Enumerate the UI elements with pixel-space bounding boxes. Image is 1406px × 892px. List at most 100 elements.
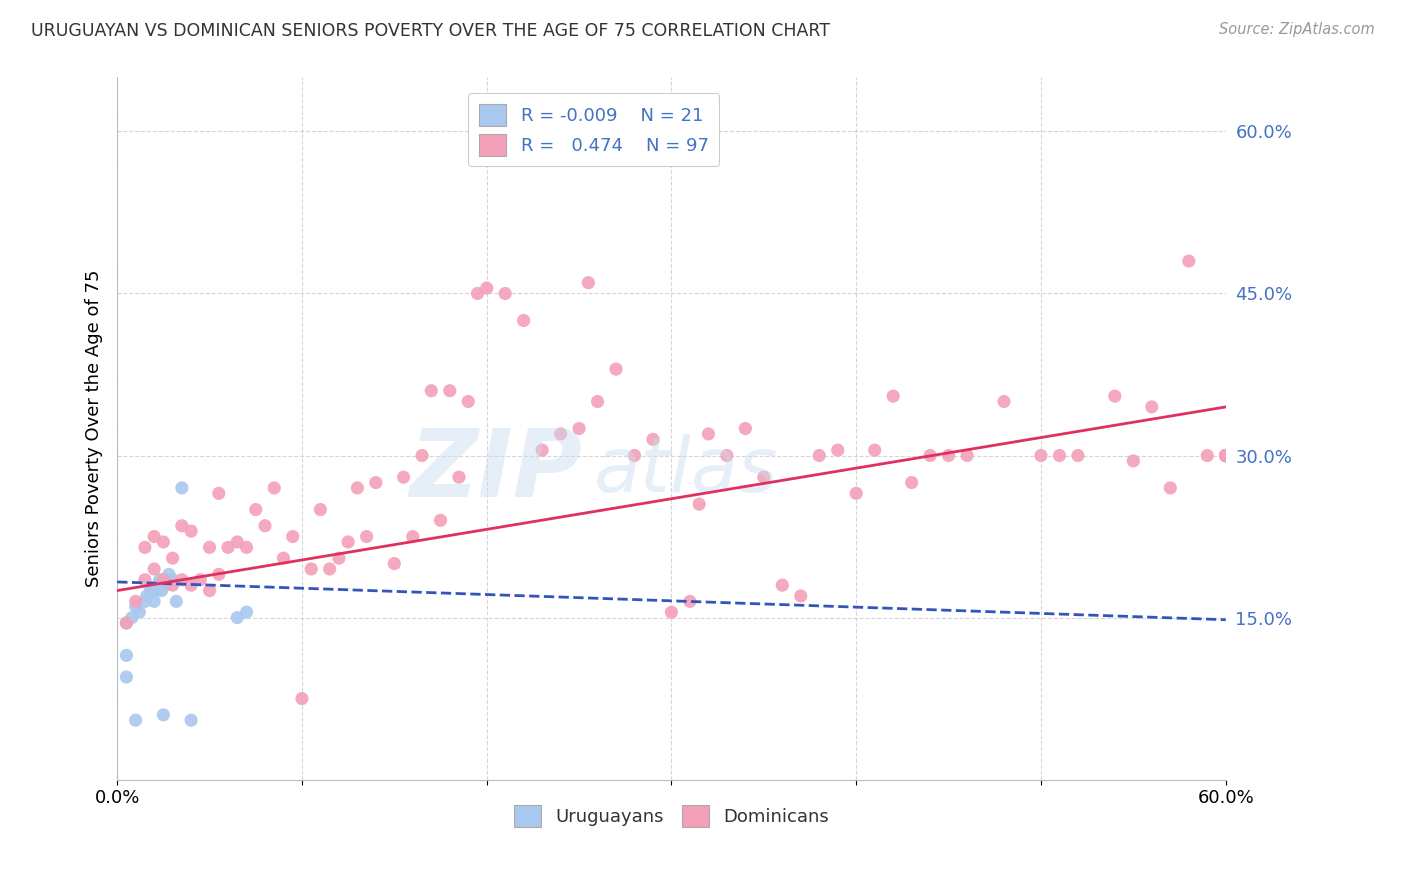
Point: [770, 578, 793, 592]
Point: [152, 573, 174, 587]
Point: [152, 573, 174, 587]
Point: [141, 580, 163, 594]
Point: [134, 594, 156, 608]
Point: [920, 449, 942, 463]
Point: [146, 578, 169, 592]
Y-axis label: Seniors Poverty Over the Age of 75: Seniors Poverty Over the Age of 75: [86, 269, 103, 587]
Point: [115, 670, 138, 684]
Point: [1049, 449, 1071, 463]
Point: [586, 394, 609, 409]
Point: [149, 573, 172, 587]
Point: [128, 605, 150, 619]
Point: [475, 281, 498, 295]
Text: atlas: atlas: [593, 434, 779, 508]
Point: [697, 426, 720, 441]
Point: [165, 594, 187, 608]
Point: [1140, 400, 1163, 414]
Point: [162, 573, 184, 587]
Point: [135, 589, 157, 603]
Point: [679, 594, 702, 608]
Point: [208, 567, 231, 582]
Point: [576, 276, 599, 290]
Point: [208, 486, 231, 500]
Point: [198, 583, 221, 598]
Point: [145, 583, 167, 598]
Point: [337, 535, 360, 549]
Point: [1215, 449, 1237, 463]
Point: [299, 562, 322, 576]
Point: [790, 589, 813, 603]
Point: [1029, 449, 1052, 463]
Point: [439, 384, 461, 398]
Point: [1197, 449, 1219, 463]
Point: [152, 707, 174, 722]
Point: [226, 535, 249, 549]
Point: [882, 389, 904, 403]
Point: [170, 518, 193, 533]
Point: [273, 551, 295, 566]
Point: [1215, 449, 1237, 463]
Point: [661, 605, 683, 619]
Point: [157, 567, 180, 582]
Point: [180, 578, 202, 592]
Point: [382, 557, 405, 571]
Point: [318, 562, 340, 576]
Point: [150, 583, 173, 598]
Point: [1215, 449, 1237, 463]
Point: [429, 513, 451, 527]
Point: [263, 481, 285, 495]
Point: [1215, 449, 1237, 463]
Point: [688, 497, 710, 511]
Point: [512, 313, 534, 327]
Legend: Uruguayans, Dominicans: Uruguayans, Dominicans: [506, 797, 837, 834]
Point: [467, 286, 489, 301]
Point: [531, 443, 554, 458]
Point: [900, 475, 922, 490]
Point: [328, 551, 350, 566]
Point: [124, 599, 146, 614]
Text: URUGUAYAN VS DOMINICAN SENIORS POVERTY OVER THE AGE OF 75 CORRELATION CHART: URUGUAYAN VS DOMINICAN SENIORS POVERTY O…: [31, 22, 830, 40]
Point: [956, 449, 979, 463]
Point: [134, 541, 156, 555]
Text: ZIP: ZIP: [411, 425, 582, 516]
Point: [1215, 449, 1237, 463]
Point: [938, 449, 960, 463]
Point: [494, 286, 516, 301]
Point: [115, 615, 138, 630]
Point: [845, 486, 868, 500]
Point: [1104, 389, 1126, 403]
Point: [143, 530, 166, 544]
Point: [605, 362, 627, 376]
Point: [411, 449, 433, 463]
Point: [115, 615, 138, 630]
Point: [863, 443, 886, 458]
Point: [1215, 449, 1237, 463]
Point: [364, 475, 387, 490]
Point: [752, 470, 775, 484]
Point: [1178, 254, 1201, 268]
Point: [827, 443, 849, 458]
Point: [217, 541, 239, 555]
Point: [226, 610, 249, 624]
Point: [1067, 449, 1090, 463]
Point: [162, 578, 184, 592]
Point: [143, 562, 166, 576]
Point: [716, 449, 738, 463]
Point: [447, 470, 470, 484]
Point: [170, 481, 193, 495]
Point: [550, 426, 572, 441]
Point: [734, 421, 756, 435]
Point: [1122, 454, 1144, 468]
Point: [124, 713, 146, 727]
Point: [623, 449, 645, 463]
Point: [402, 530, 425, 544]
Point: [1215, 449, 1237, 463]
Point: [993, 394, 1015, 409]
Point: [180, 524, 202, 538]
Point: [143, 594, 166, 608]
Point: [155, 578, 177, 592]
Point: [245, 502, 267, 516]
Point: [309, 502, 332, 516]
Point: [641, 433, 664, 447]
Point: [346, 481, 368, 495]
